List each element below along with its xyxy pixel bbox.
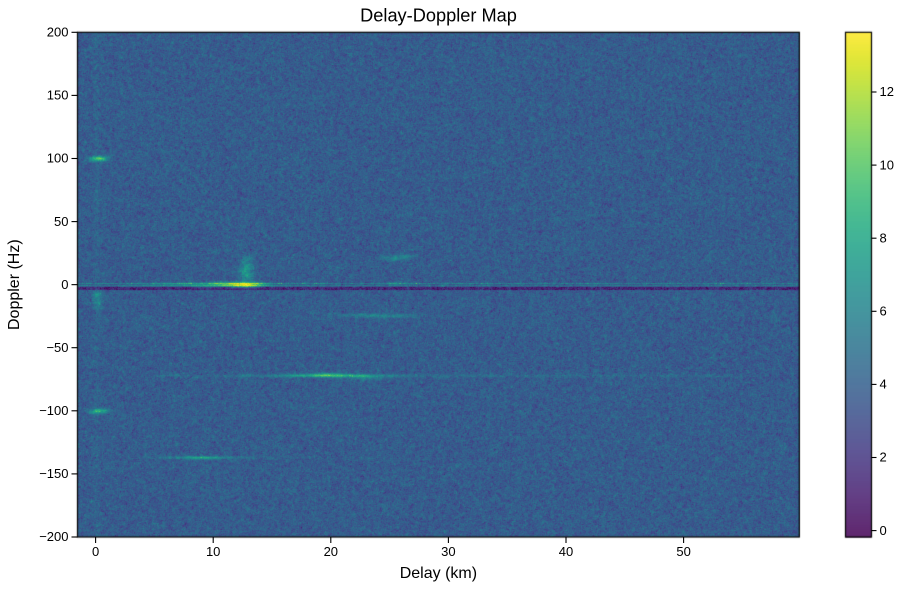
svg-text:40: 40 (559, 544, 573, 559)
svg-text:−50: −50 (46, 340, 68, 355)
svg-text:8: 8 (880, 230, 887, 245)
svg-text:2: 2 (880, 450, 887, 465)
svg-text:20: 20 (324, 544, 338, 559)
svg-text:0: 0 (880, 523, 887, 538)
svg-text:100: 100 (47, 151, 69, 166)
svg-text:−100: −100 (39, 403, 68, 418)
svg-text:12: 12 (880, 84, 894, 99)
svg-text:−150: −150 (39, 466, 68, 481)
svg-text:−200: −200 (39, 529, 68, 544)
svg-text:30: 30 (441, 544, 455, 559)
svg-text:Doppler (Hz): Doppler (Hz) (6, 239, 23, 330)
svg-text:10: 10 (880, 157, 894, 172)
svg-text:4: 4 (880, 377, 887, 392)
svg-text:6: 6 (880, 304, 887, 319)
svg-text:150: 150 (47, 88, 69, 103)
svg-text:0: 0 (92, 544, 99, 559)
svg-text:Delay-Doppler Map: Delay-Doppler Map (360, 6, 517, 26)
svg-text:50: 50 (676, 544, 690, 559)
svg-text:Delay (km): Delay (km) (400, 565, 477, 582)
svg-text:0: 0 (61, 277, 68, 292)
svg-text:200: 200 (47, 25, 69, 40)
svg-text:10: 10 (206, 544, 220, 559)
svg-text:50: 50 (54, 214, 68, 229)
